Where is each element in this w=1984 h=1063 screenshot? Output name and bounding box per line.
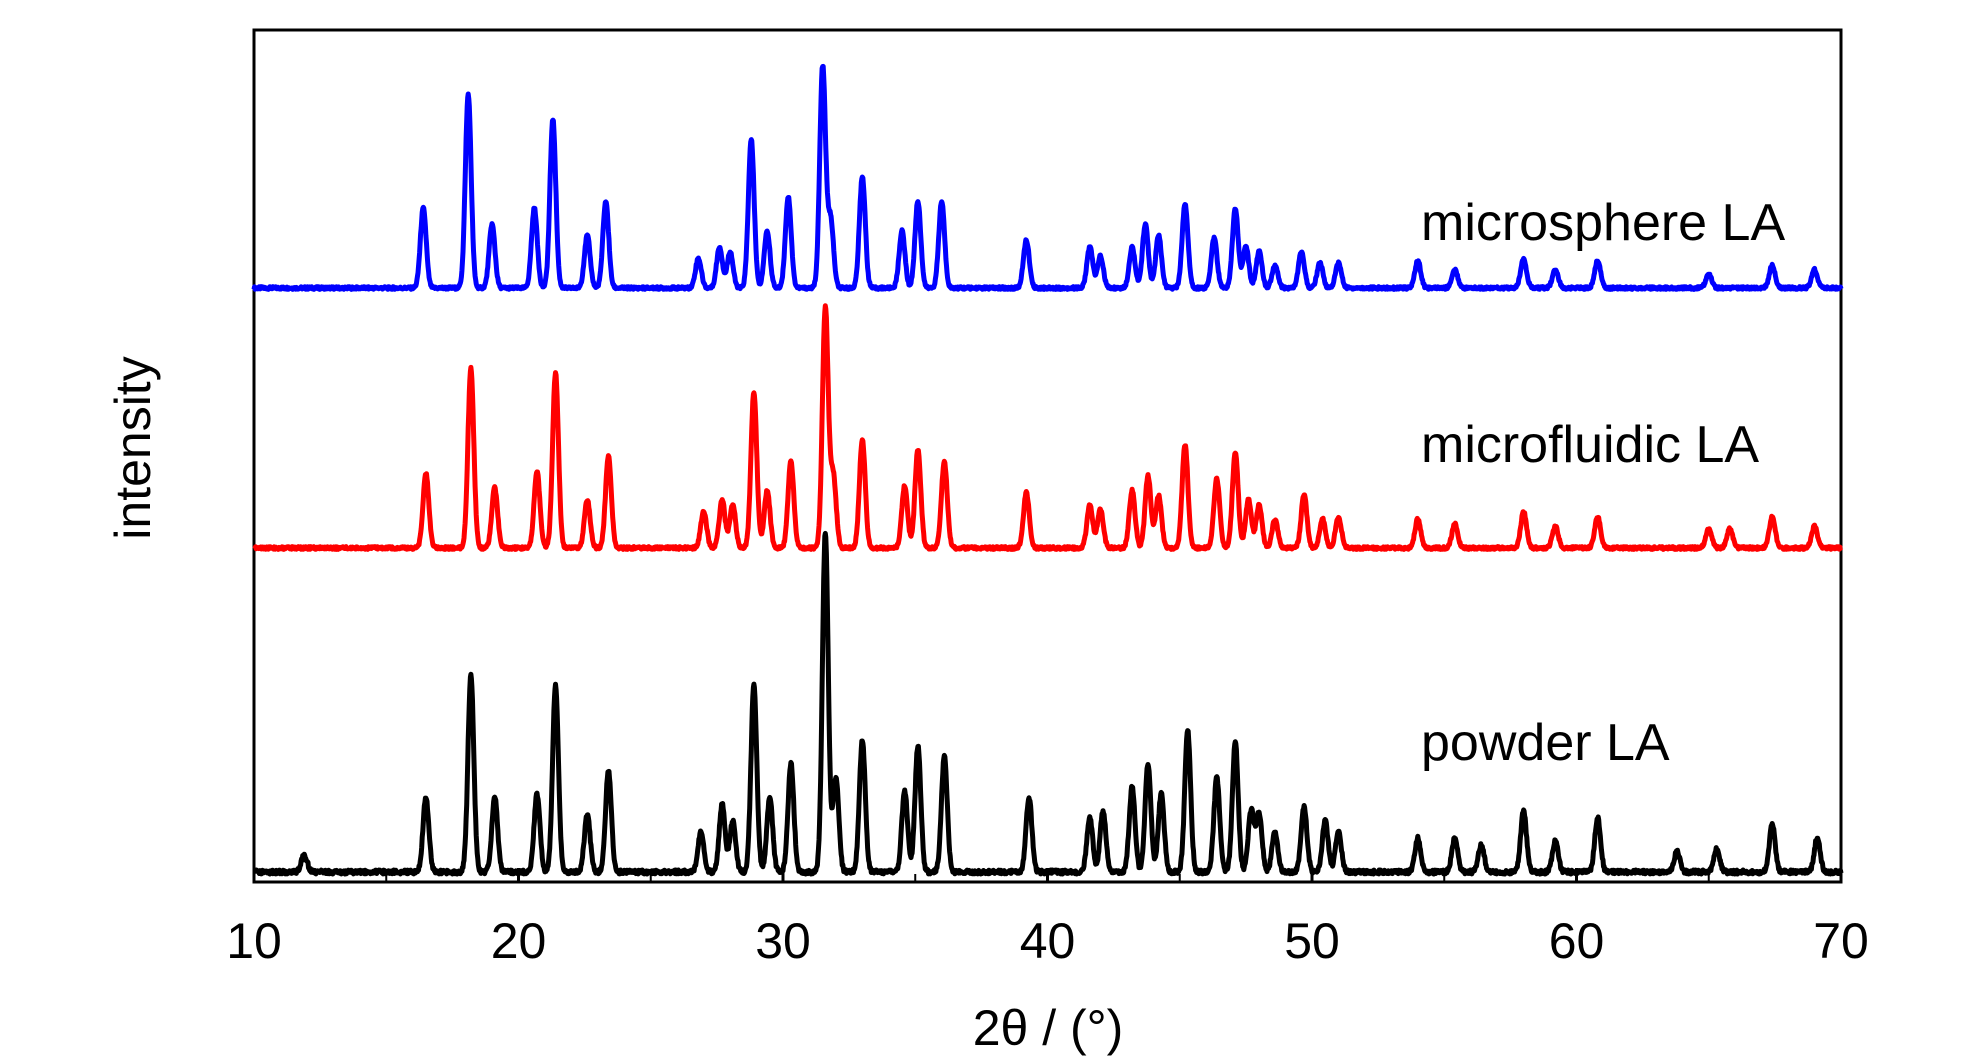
x-tick-label: 20 bbox=[491, 913, 547, 969]
x-axis-label: 2θ / (°) bbox=[973, 1000, 1124, 1056]
x-tick-label: 70 bbox=[1813, 913, 1869, 969]
series-line-bottom bbox=[252, 530, 1844, 877]
y-axis-label: intensity bbox=[105, 356, 161, 539]
series-layer bbox=[251, 63, 1844, 877]
x-axis-tick-labels: 10 20 30 40 50 60 70 bbox=[226, 913, 1869, 969]
x-tick-label: 40 bbox=[1020, 913, 1076, 969]
series-label-bottom: powder LA bbox=[1421, 714, 1670, 772]
series-line-top bbox=[251, 63, 1844, 292]
series-label-layer: microsphere LA microfluidic LA powder LA bbox=[1421, 194, 1785, 772]
series-label-middle: microfluidic LA bbox=[1421, 416, 1759, 474]
x-tick-label: 10 bbox=[226, 913, 282, 969]
x-tick-label: 50 bbox=[1284, 913, 1340, 969]
x-tick-label: 60 bbox=[1549, 913, 1605, 969]
series-label-top: microsphere LA bbox=[1421, 194, 1785, 252]
series-line-middle bbox=[252, 303, 1844, 552]
x-tick-label: 30 bbox=[755, 913, 811, 969]
